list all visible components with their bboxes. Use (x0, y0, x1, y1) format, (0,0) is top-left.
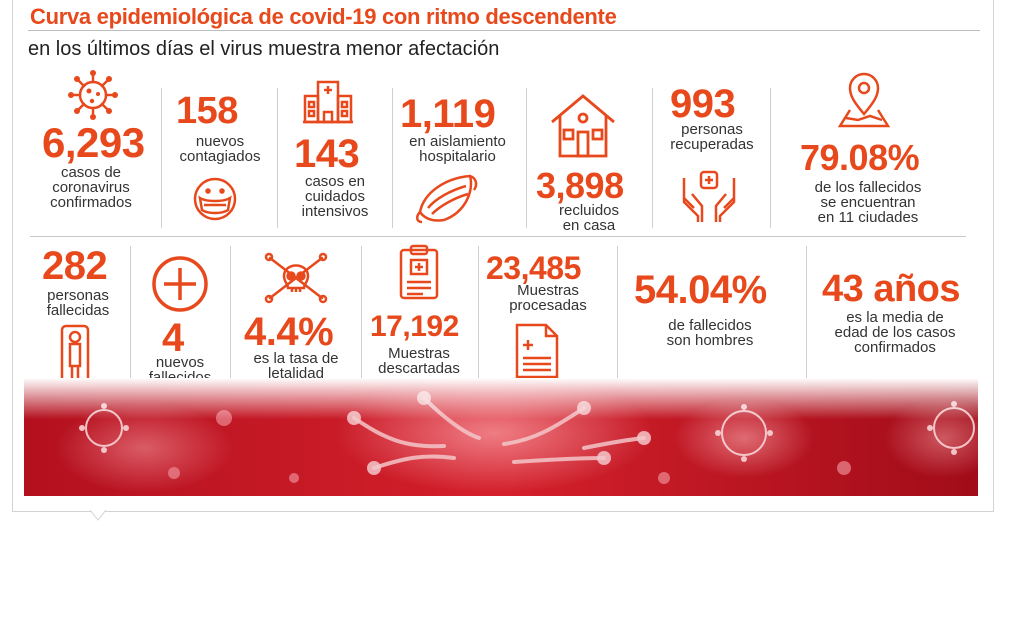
processed-value: 23,485 (486, 250, 581, 286)
divider (806, 246, 807, 386)
medical-document-icon (514, 322, 560, 380)
virus-banner-image (24, 378, 978, 496)
divider (392, 88, 393, 228)
body-bag-icon (60, 324, 90, 384)
new-cases-label: nuevos contagiados (179, 133, 261, 165)
cities-value: 79.08% (800, 137, 920, 178)
recovered-label: personas recuperadas (670, 121, 754, 153)
lethality-label: es la tasa de letalidad (253, 350, 339, 382)
new-deaths-value: 4 (162, 316, 184, 360)
clipboard-icon (398, 244, 440, 300)
men-value: 54.04% (634, 268, 767, 312)
confirmed-label: casos de coronavirus confirmados (50, 164, 132, 211)
plus-circle-icon (150, 254, 210, 314)
location-pin-icon (836, 70, 892, 130)
deaths-label: personas fallecidas (46, 287, 110, 319)
divider (230, 246, 231, 386)
row-divider (30, 236, 966, 237)
divider (526, 88, 527, 228)
men-label: de fallecidos son hombres (666, 317, 754, 349)
divider (161, 88, 162, 228)
divider (277, 88, 278, 228)
hospital-icon (302, 78, 354, 124)
house-icon (548, 92, 618, 160)
divider (770, 88, 771, 228)
divider (478, 246, 479, 386)
recovered-value: 993 (670, 82, 736, 126)
icu-label: casos en cuidados intensivos (301, 173, 369, 220)
headline-divider (28, 30, 980, 31)
caring-hands-icon (680, 168, 738, 222)
virus-icon (68, 70, 118, 120)
divider (652, 88, 653, 228)
processed-label: Muestras procesadas (509, 282, 587, 314)
subheadline: en los últimos días el virus muestra men… (28, 38, 500, 60)
home-value: 3,898 (536, 165, 624, 206)
age-value: 43 años (822, 268, 961, 310)
new-cases-value: 158 (176, 90, 238, 132)
lethality-value: 4.4% (244, 310, 334, 354)
confirmed-value: 6,293 (42, 119, 145, 166)
discarded-value: 17,192 (370, 310, 459, 343)
icu-value: 143 (294, 132, 360, 176)
headline: Curva epidemiológica de covid-19 con rit… (30, 4, 617, 29)
divider (361, 246, 362, 386)
hospital-label: en aislamiento hospitalario (409, 133, 506, 165)
discarded-label: Muestras descartadas (378, 345, 460, 377)
divider (130, 246, 131, 386)
hospital-value: 1,119 (400, 92, 496, 136)
age-label: es la media de edad de los casos confirm… (834, 309, 956, 356)
divider (617, 246, 618, 386)
skull-crossbones-icon (264, 252, 328, 304)
face-mask-icon (414, 168, 480, 224)
callout-pointer (90, 510, 106, 521)
home-label: recluidos en casa (558, 202, 620, 234)
cities-label: de los fallecidos se encuentran en 11 ci… (814, 179, 922, 226)
deaths-value: 282 (42, 244, 108, 288)
mask-face-icon (192, 176, 238, 222)
